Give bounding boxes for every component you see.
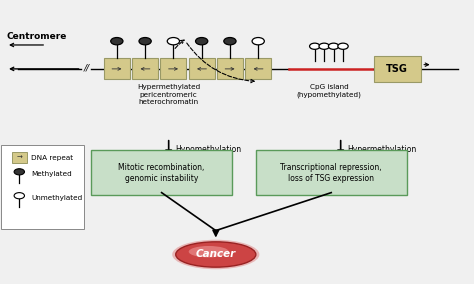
FancyBboxPatch shape — [245, 58, 271, 80]
Text: Hypermethylation: Hypermethylation — [348, 145, 417, 154]
Circle shape — [338, 43, 348, 49]
FancyBboxPatch shape — [1, 145, 84, 229]
Circle shape — [319, 43, 329, 49]
FancyBboxPatch shape — [12, 153, 27, 163]
Text: Unmethylated: Unmethylated — [31, 195, 82, 201]
FancyBboxPatch shape — [256, 151, 407, 195]
Text: Cancer: Cancer — [196, 249, 236, 260]
Circle shape — [14, 169, 25, 175]
Text: Transcriptional repression,
loss of TSG expression: Transcriptional repression, loss of TSG … — [281, 162, 382, 183]
Ellipse shape — [189, 246, 229, 257]
Text: //: // — [83, 64, 89, 73]
Circle shape — [328, 43, 339, 49]
Text: Methylated: Methylated — [31, 171, 72, 177]
FancyBboxPatch shape — [374, 56, 421, 82]
Ellipse shape — [176, 242, 256, 267]
Text: Hypermethylated
pericentromeric
heterochromatin: Hypermethylated pericentromeric heteroch… — [137, 84, 201, 105]
Circle shape — [252, 37, 264, 45]
FancyBboxPatch shape — [104, 58, 130, 80]
Circle shape — [111, 37, 123, 45]
FancyBboxPatch shape — [91, 151, 232, 195]
FancyBboxPatch shape — [217, 58, 243, 80]
Circle shape — [167, 37, 180, 45]
Circle shape — [196, 37, 208, 45]
Text: →: → — [17, 155, 22, 161]
Circle shape — [14, 193, 25, 199]
Text: TSG: TSG — [386, 64, 408, 74]
FancyBboxPatch shape — [132, 58, 158, 80]
Text: DNA repeat: DNA repeat — [31, 155, 73, 161]
Ellipse shape — [172, 240, 259, 269]
Circle shape — [310, 43, 320, 49]
FancyBboxPatch shape — [189, 58, 215, 80]
FancyBboxPatch shape — [160, 58, 186, 80]
Text: Centromere: Centromere — [6, 32, 66, 41]
Circle shape — [139, 37, 151, 45]
Text: Hypomethylation: Hypomethylation — [176, 145, 242, 154]
Circle shape — [224, 37, 236, 45]
Text: CpG island
(hypomethylated): CpG island (hypomethylated) — [296, 84, 361, 98]
Text: Mitotic recombination,
genomic instability: Mitotic recombination, genomic instabili… — [118, 162, 205, 183]
